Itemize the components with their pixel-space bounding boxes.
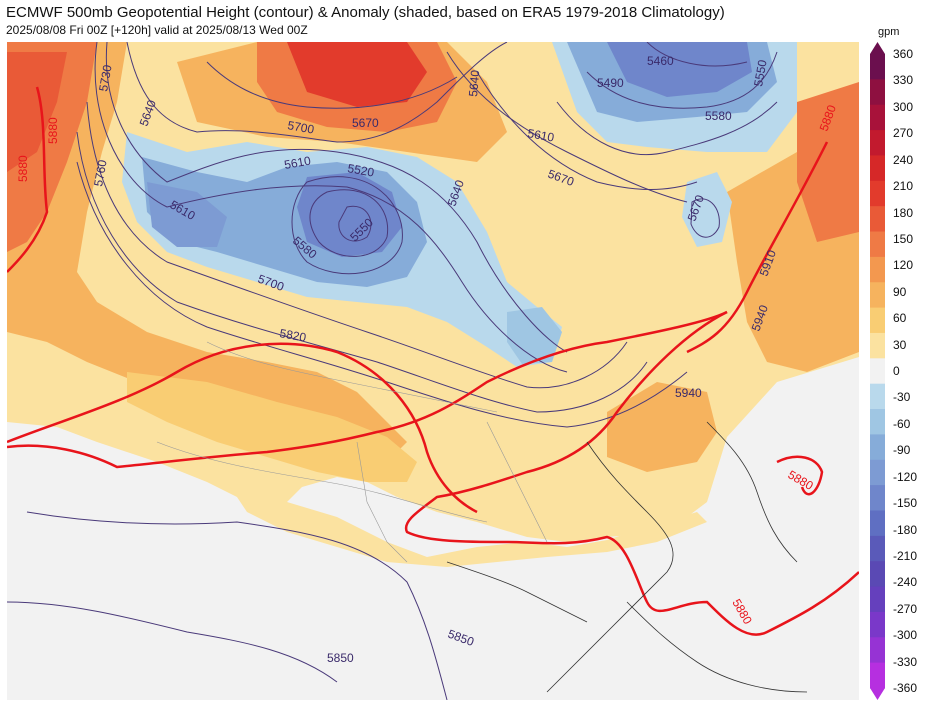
colorbar-swatch <box>870 611 885 638</box>
colorbar-tick-label: 270 <box>893 126 914 141</box>
colorbar-tick-label: 60 <box>893 311 907 326</box>
colorbar-swatch <box>870 282 885 309</box>
anomaly-60-korea <box>607 382 717 472</box>
anomaly-neg150-northeast <box>607 42 752 97</box>
map-canvas: 5640 5730 5640 5700 5670 5610 5520 5550 … <box>7 42 859 700</box>
colorbar-tick-label: -60 <box>893 416 911 431</box>
contour-label: 5940 <box>675 386 702 400</box>
colorbar-tick-label: -300 <box>893 628 918 643</box>
colorbar-swatch <box>870 332 885 359</box>
colorbar-swatch <box>870 561 885 588</box>
coastlines <box>446 421 808 693</box>
colorbar-swatch <box>870 180 885 207</box>
contour-label: 5850 <box>327 651 354 665</box>
anomaly-120-east <box>797 82 859 242</box>
colorbar-tick-label: 330 <box>893 73 914 88</box>
colorbar-swatch <box>870 637 885 664</box>
colorbar-swatch <box>870 206 885 233</box>
map-title: ECMWF 500mb Geopotential Height (contour… <box>6 4 725 21</box>
colorbar-tick-label: -210 <box>893 548 918 563</box>
colorbar-tick-label: -90 <box>893 443 911 458</box>
colorbar-bottom-arrow <box>870 688 885 700</box>
colorbar-swatch <box>870 104 885 131</box>
contour-label: 5550 <box>751 58 769 87</box>
colorbar-swatch <box>870 307 885 334</box>
colorbar-tick-label: 150 <box>893 231 914 246</box>
anomaly-neg60-manchuria <box>507 307 562 364</box>
contour-label: 5610 <box>283 153 312 171</box>
anomaly-neg120-core <box>297 172 402 257</box>
colorbar-swatch <box>870 79 885 106</box>
colorbar-tick-label: 30 <box>893 337 907 352</box>
contour-label: 5760 <box>91 158 109 187</box>
colorbar-swatch <box>870 130 885 156</box>
colorbar-swatch <box>870 459 885 486</box>
colorbar-tick-label: -150 <box>893 496 918 511</box>
colorbar-swatch <box>870 434 885 461</box>
colorbar-swatch <box>870 256 885 283</box>
colorbar-tick-label: -120 <box>893 469 918 484</box>
contour-label: 5640 <box>466 69 482 97</box>
colorbar-swatch <box>870 586 885 613</box>
contour-label: 5580 <box>705 109 732 123</box>
colorbar-tick-label: 180 <box>893 205 914 220</box>
colorbar-tick-label: 360 <box>893 47 914 61</box>
colorbar-tick-label: 300 <box>893 99 914 114</box>
contour-label: 5490 <box>597 76 624 90</box>
colorbar-swatch <box>870 54 885 80</box>
contour-label-5880: 5880 <box>46 117 60 144</box>
contour-label: 5460 <box>647 54 674 68</box>
colorbar-swatch <box>870 231 885 258</box>
contour-label: 5670 <box>352 116 379 130</box>
contour-label: 5520 <box>346 161 375 179</box>
anomaly-60-west <box>7 42 407 462</box>
geopotential-map: 5640 5730 5640 5700 5670 5610 5520 5550 … <box>7 42 859 700</box>
colorbar-swatch <box>870 662 885 689</box>
colorbar-tick-label: 120 <box>893 258 914 273</box>
colorbar-tick-label: 90 <box>893 284 907 299</box>
contour-label: 5610 <box>526 126 555 144</box>
colorbar-tick-label: 240 <box>893 152 914 167</box>
anomaly-neg30-japan <box>682 172 732 247</box>
height-contours <box>7 42 778 700</box>
colorbar-tick-label: -330 <box>893 654 918 669</box>
contour-5880 <box>7 86 859 636</box>
contour-label: 5700 <box>286 118 315 136</box>
anomaly-60-tibet <box>127 372 417 482</box>
colorbar-tick-label: 210 <box>893 179 914 194</box>
map-subtitle: 2025/08/08 Fri 00Z [+120h] valid at 2025… <box>6 23 308 37</box>
colorbar <box>870 42 885 700</box>
colorbar-swatch <box>870 155 885 182</box>
anomaly-neg90-west <box>147 182 227 247</box>
colorbar-tick-label: -180 <box>893 522 918 537</box>
colorbar-swatch <box>870 510 885 537</box>
anomaly-180-west <box>7 52 67 172</box>
colorbar-tick-label: 0 <box>893 364 900 378</box>
colorbar-swatch <box>870 358 885 385</box>
colorbar-swatch <box>870 383 885 410</box>
colorbar-tick-label: -240 <box>893 575 918 590</box>
country-borders <box>156 341 548 563</box>
colorbar-tick-label: -360 <box>893 681 918 695</box>
colorbar-swatch <box>870 485 885 511</box>
anomaly-210-siberia <box>287 42 427 107</box>
colorbar-swatch <box>870 409 885 435</box>
contour-label-5880: 5880 <box>16 155 30 182</box>
colorbar-tick-label: -30 <box>893 390 911 405</box>
colorbar-swatch <box>870 535 885 562</box>
colorbar-units: gpm <box>878 26 900 38</box>
contour-label: 5730 <box>96 63 114 92</box>
contour-label: 5820 <box>278 326 307 344</box>
colorbar-top-arrow <box>870 42 885 54</box>
colorbar-tick-label: -270 <box>893 601 918 616</box>
